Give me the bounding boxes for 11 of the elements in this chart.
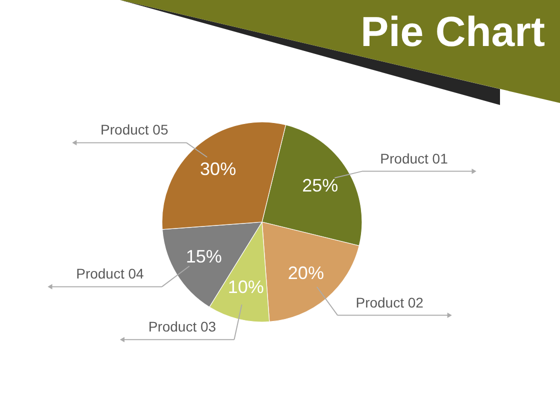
data-label: 15% xyxy=(186,246,222,266)
slice-label: Product 03 xyxy=(148,318,216,335)
slice-label: Product 01 xyxy=(380,150,448,166)
slice-label: Product 02 xyxy=(356,294,424,310)
data-label: 30% xyxy=(200,159,236,180)
slice-label: Product 04 xyxy=(76,266,144,282)
data-label: 10% xyxy=(228,277,264,298)
chart-title: Pie Chart xyxy=(360,8,545,56)
slice-label: Product 05 xyxy=(100,122,168,138)
data-label: 25% xyxy=(302,176,338,196)
data-label: 20% xyxy=(288,262,324,283)
